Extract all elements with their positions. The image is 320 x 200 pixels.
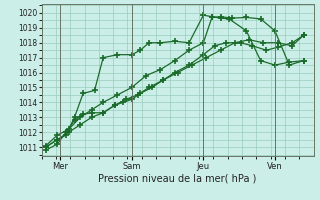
X-axis label: Pression niveau de la mer( hPa ): Pression niveau de la mer( hPa )	[99, 173, 257, 183]
